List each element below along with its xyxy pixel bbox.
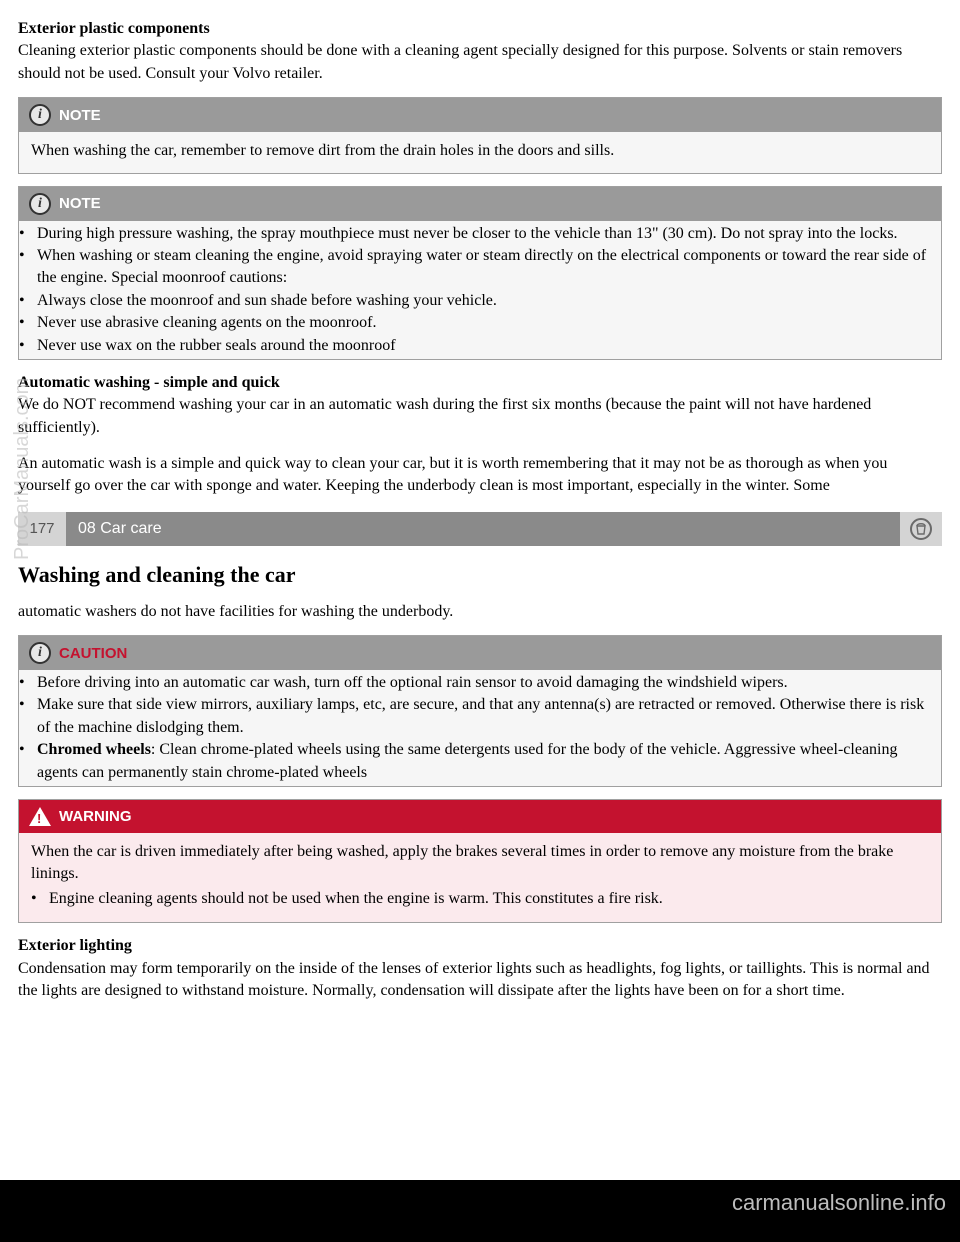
- page-title: Washing and cleaning the car: [18, 560, 942, 591]
- section-3-body: Condensation may form temporarily on the…: [18, 960, 930, 999]
- list-item: •During high pressure washing, the spray…: [19, 223, 941, 245]
- note-2-item-1: When washing or steam cleaning the engin…: [37, 245, 941, 290]
- note-1-header: i NOTE: [19, 98, 941, 132]
- section-1-body: Cleaning exterior plastic components sho…: [18, 42, 902, 81]
- caution-item-2: Chromed wheels: Clean chrome-plated whee…: [37, 739, 941, 784]
- list-item: •Make sure that side view mirrors, auxil…: [19, 694, 941, 739]
- note-1-label: NOTE: [59, 105, 101, 126]
- watermark-bottom: carmanualsonline.info: [0, 1180, 960, 1225]
- section-2-p2: An automatic wash is a simple and quick …: [18, 453, 942, 498]
- info-icon: i: [29, 104, 51, 126]
- chapter-title: 08 Car care: [66, 512, 900, 546]
- list-item: •Engine cleaning agents should not be us…: [31, 888, 929, 910]
- section-3: Exterior lighting Condensation may form …: [18, 935, 942, 1002]
- bucket-icon: [910, 518, 932, 540]
- chromed-text: : Clean chrome-plated wheels using the s…: [37, 741, 898, 780]
- caution-label: CAUTION: [59, 643, 127, 664]
- page-bar: 177 08 Car care: [18, 512, 942, 546]
- section-3-heading: Exterior lighting: [18, 937, 132, 954]
- warning-callout: WARNING When the car is driven immediate…: [18, 799, 942, 923]
- list-item: •When washing or steam cleaning the engi…: [19, 245, 941, 290]
- note-2-item-2: Always close the moonroof and sun shade …: [37, 290, 941, 312]
- warning-icon: [29, 807, 51, 826]
- warning-body: When the car is driven immediately after…: [19, 833, 941, 922]
- note-callout-2: i NOTE •During high pressure washing, th…: [18, 186, 942, 360]
- list-item: •Always close the moonroof and sun shade…: [19, 290, 941, 312]
- caution-body: •Before driving into an automatic car wa…: [19, 670, 941, 786]
- note-callout-1: i NOTE When washing the car, remember to…: [18, 97, 942, 173]
- caution-item-0: Before driving into an automatic car was…: [37, 672, 941, 694]
- caution-callout: i CAUTION •Before driving into an automa…: [18, 635, 942, 787]
- manual-page: ProCarManuals.com Exterior plastic compo…: [0, 0, 960, 1180]
- note-2-item-0: During high pressure washing, the spray …: [37, 223, 941, 245]
- note-2-item-3: Never use abrasive cleaning agents on th…: [37, 312, 941, 334]
- warning-header: WARNING: [19, 800, 941, 833]
- warning-bullet-1: Engine cleaning agents should not be use…: [49, 888, 929, 910]
- section-2-p1: We do NOT recommend washing your car in …: [18, 396, 871, 435]
- note-2-body: •During high pressure washing, the spray…: [19, 221, 941, 359]
- info-icon: i: [29, 642, 51, 664]
- continuation-text: automatic washers do not have facilities…: [18, 601, 942, 623]
- section-1: Exterior plastic components Cleaning ext…: [18, 18, 942, 85]
- list-item: •Never use wax on the rubber seals aroun…: [19, 335, 941, 357]
- list-item: •Before driving into an automatic car wa…: [19, 672, 941, 694]
- list-item: •Never use abrasive cleaning agents on t…: [19, 312, 941, 334]
- warning-label: WARNING: [59, 806, 132, 827]
- note-2-label: NOTE: [59, 193, 101, 214]
- bucket-svg: [914, 522, 928, 536]
- info-icon: i: [29, 193, 51, 215]
- chapter-icon-wrap: [900, 512, 942, 546]
- note-1-body: When washing the car, remember to remove…: [19, 132, 941, 172]
- caution-item-1: Make sure that side view mirrors, auxili…: [37, 694, 941, 739]
- section-2: Automatic washing - simple and quick We …: [18, 372, 942, 439]
- section-2-heading: Automatic washing - simple and quick: [18, 374, 280, 391]
- chromed-label: Chromed wheels: [37, 741, 151, 758]
- list-item: •Chromed wheels: Clean chrome-plated whe…: [19, 739, 941, 784]
- page-number: 177: [18, 512, 66, 546]
- note-2-item-4: Never use wax on the rubber seals around…: [37, 335, 941, 357]
- caution-header: i CAUTION: [19, 636, 941, 670]
- note-2-header: i NOTE: [19, 187, 941, 221]
- warning-p1: When the car is driven immediately after…: [31, 841, 929, 886]
- section-1-heading: Exterior plastic components: [18, 20, 210, 37]
